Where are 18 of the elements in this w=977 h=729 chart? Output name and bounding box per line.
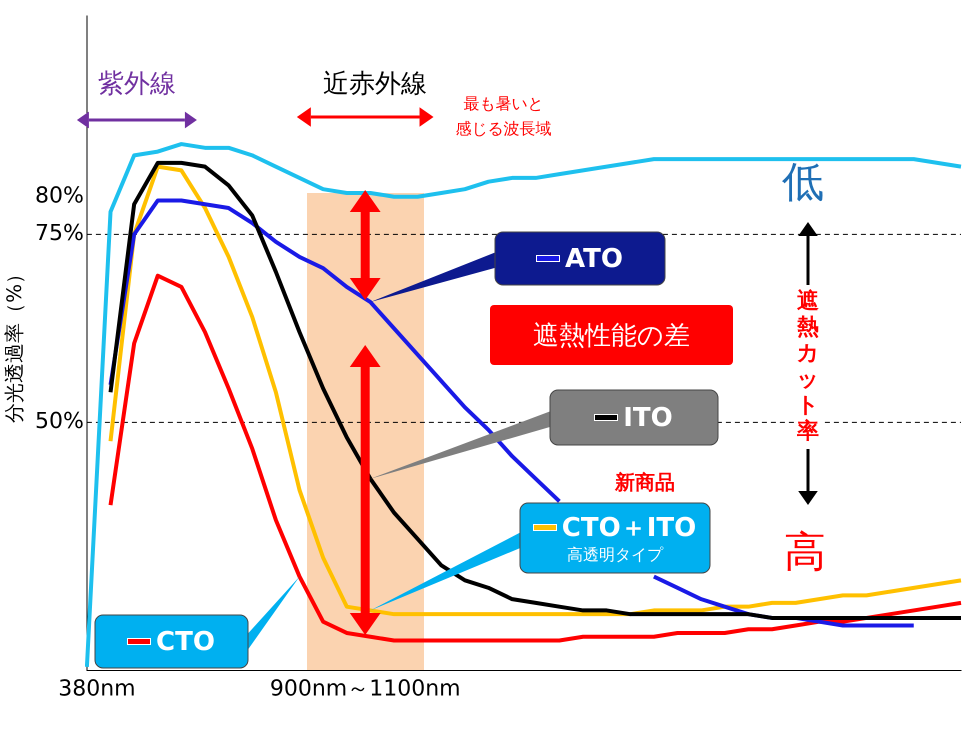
y-tick-label: 50% xyxy=(34,409,84,434)
legend-label: ITO xyxy=(623,402,673,432)
annotation: 高透明タイプ xyxy=(567,545,663,566)
text: 900nm～1100nm xyxy=(270,676,461,702)
legend-label: CTO xyxy=(156,626,215,656)
y-tick-label: 75% xyxy=(34,221,84,246)
annotation: 遮熱カット率 xyxy=(794,285,822,449)
annotation: 低 xyxy=(782,156,824,206)
annotation: 近赤外線 xyxy=(323,68,428,99)
y-tick-label: 80% xyxy=(34,183,84,208)
legend-label: CTO＋ITO xyxy=(562,512,696,545)
annotation: 最も暑いと感じる波長域 xyxy=(456,94,552,138)
annotation: 高 xyxy=(784,526,826,576)
annotation: 新商品 xyxy=(615,469,675,496)
text: 380nm xyxy=(58,676,136,702)
annotation: 紫外線 xyxy=(98,68,176,99)
y-axis-title: 分光透過率（%） xyxy=(2,264,26,423)
legend-label: ATO xyxy=(565,244,623,274)
